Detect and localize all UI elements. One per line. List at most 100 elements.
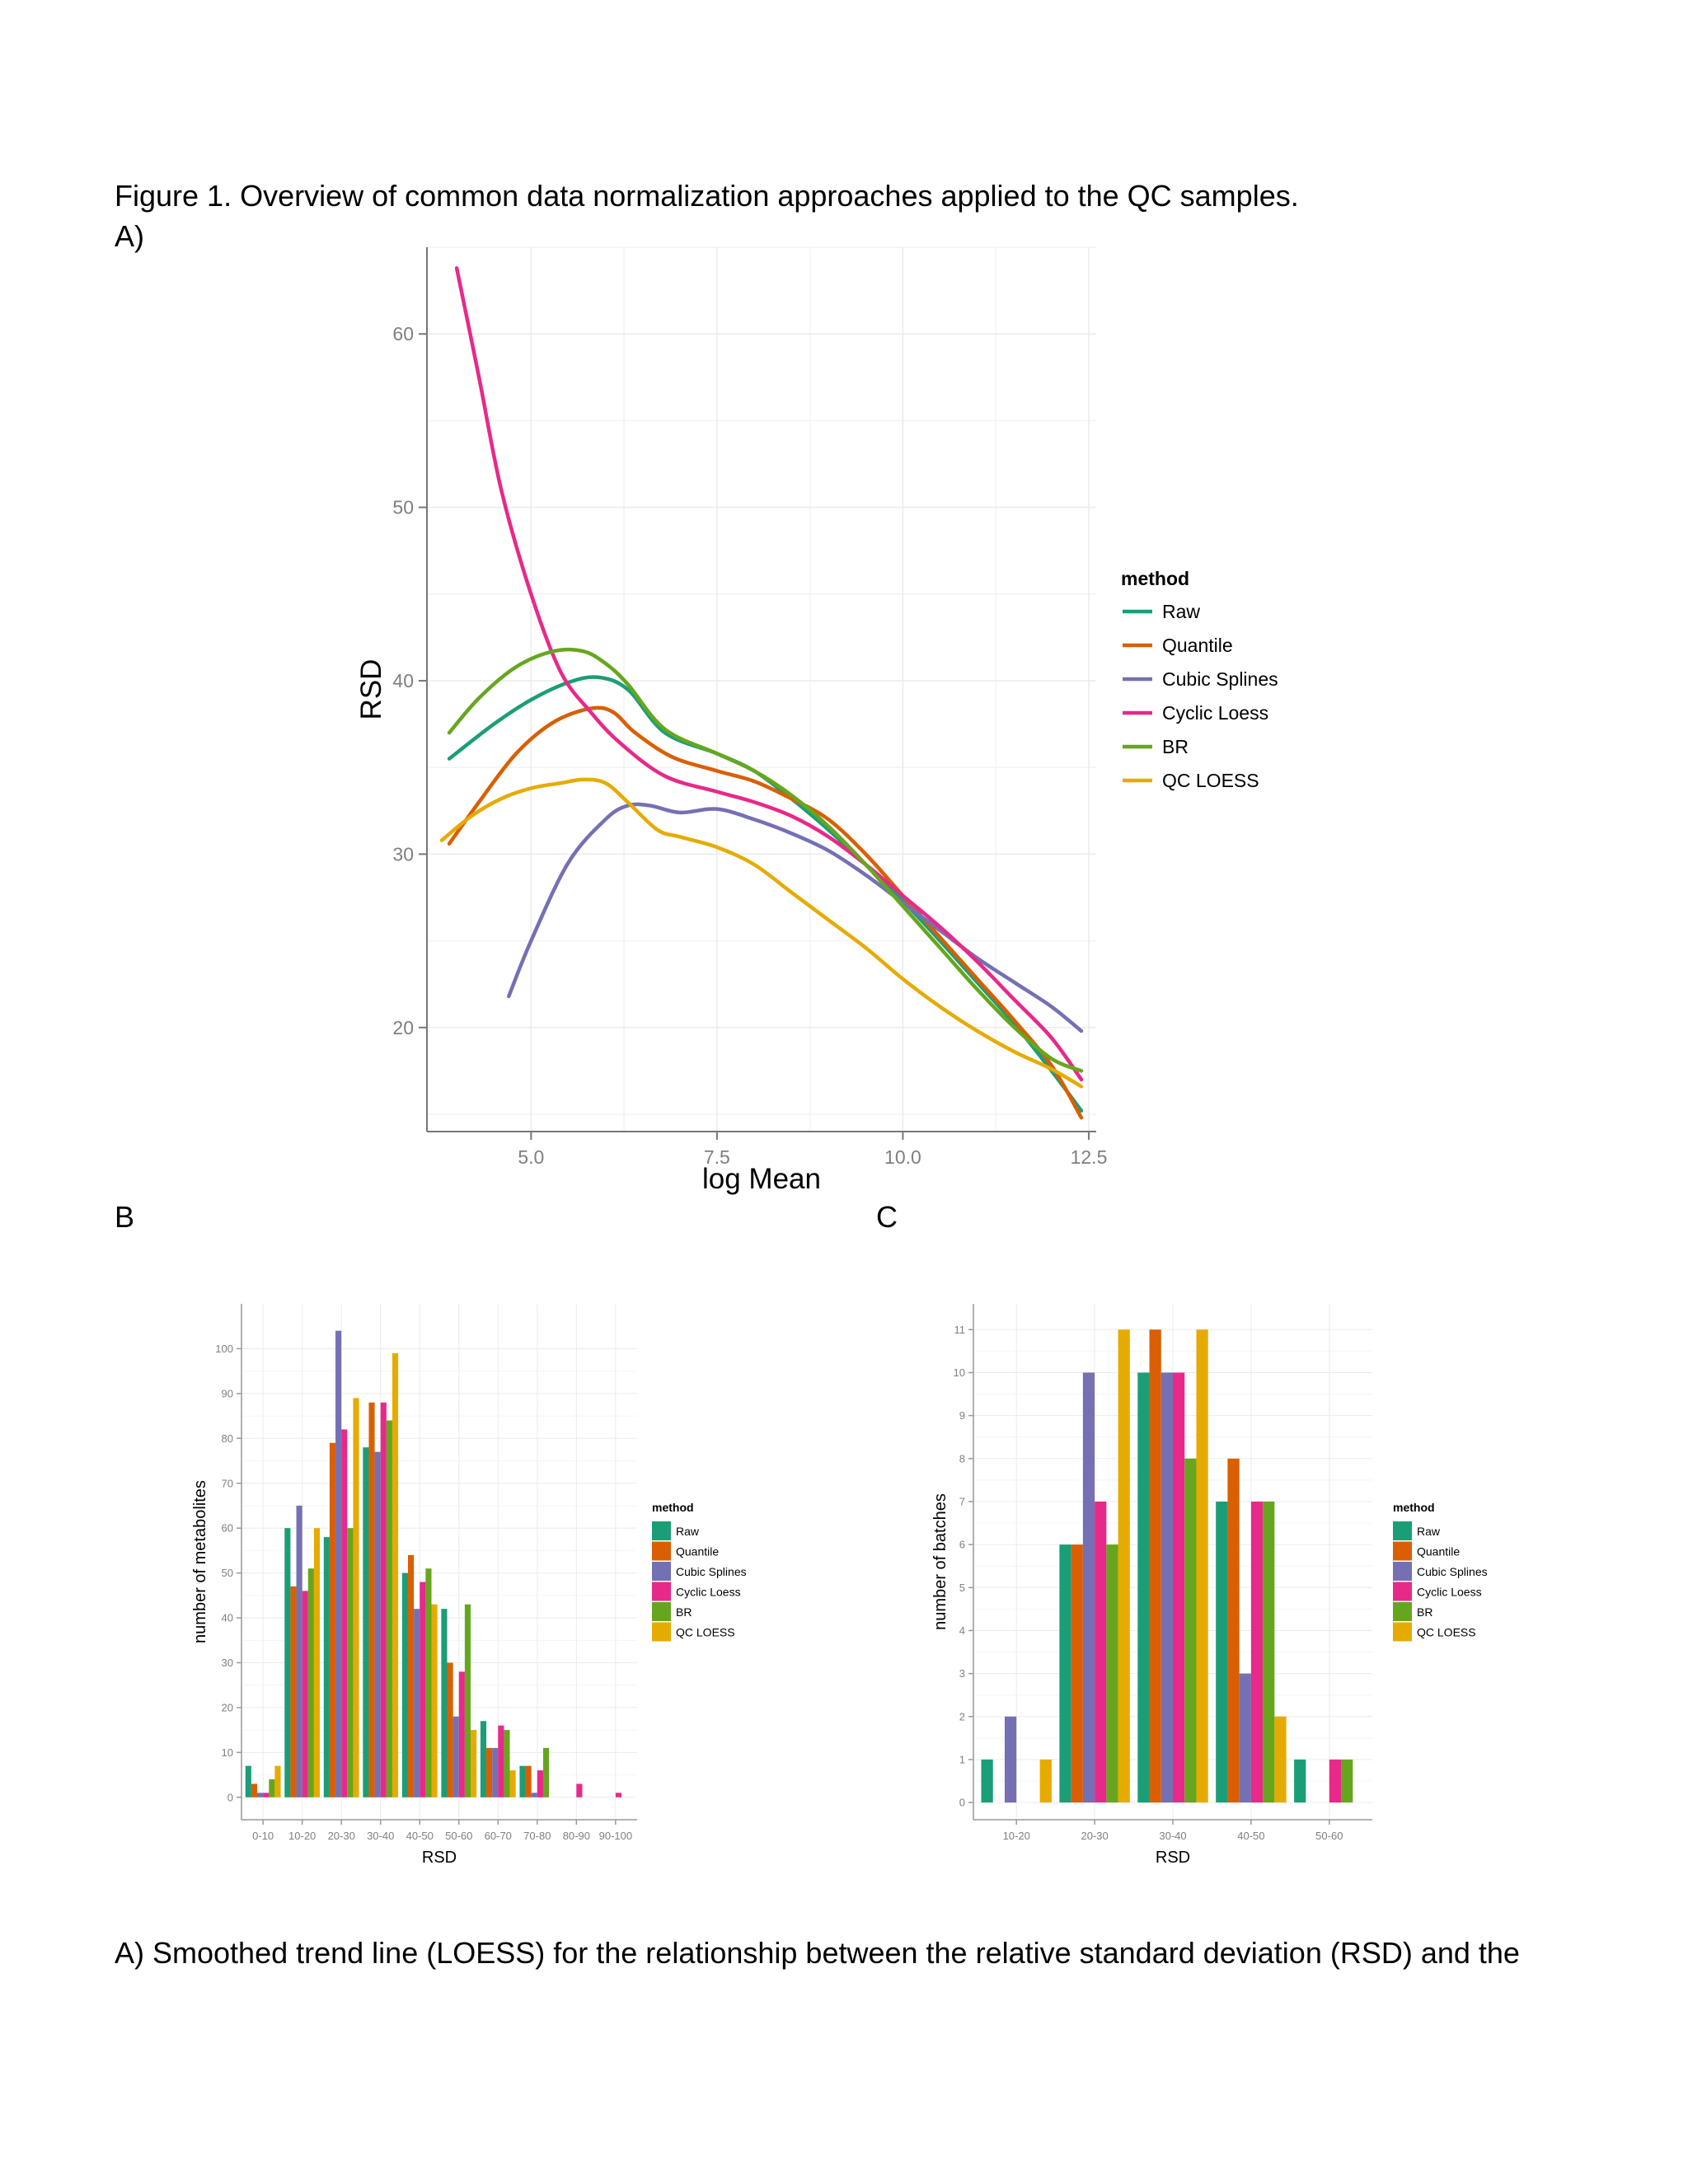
bar-cyclic-loess-80-90 xyxy=(576,1783,583,1797)
bar-cubic-splines-0-10 xyxy=(257,1793,264,1797)
y-axis-title: number of metabolites xyxy=(191,1480,209,1643)
y-tick-label: 1 xyxy=(959,1754,965,1766)
bar-br-70-80 xyxy=(542,1747,550,1797)
x-tick-label: 50-60 xyxy=(445,1830,472,1842)
legend-label-raw: Raw xyxy=(676,1525,700,1538)
legend-key-qc-loess xyxy=(652,1622,671,1642)
bar-raw-20-30 xyxy=(1059,1544,1071,1803)
bar-quantile-30-40 xyxy=(1149,1329,1161,1803)
y-tick-label: 30 xyxy=(392,843,414,865)
x-tick-label: 20-30 xyxy=(1081,1830,1108,1842)
x-tick-label: 20-30 xyxy=(328,1830,355,1842)
bar-br-10-20 xyxy=(307,1568,314,1797)
legend-label-raw: Raw xyxy=(1417,1525,1441,1538)
bar-quantile-40-50 xyxy=(407,1554,415,1797)
x-tick-label: 30-40 xyxy=(1159,1830,1186,1842)
bar-qc-loess-30-40 xyxy=(392,1352,399,1797)
x-axis-title: RSD xyxy=(1156,1849,1190,1867)
bar-cyclic-loess-30-40 xyxy=(380,1402,387,1797)
legend-label-cubic-splines: Cubic Splines xyxy=(1417,1565,1488,1578)
bar-quantile-30-40 xyxy=(368,1402,375,1797)
bar-qc-loess-10-20 xyxy=(313,1528,321,1797)
plot-background-a xyxy=(427,247,1096,1132)
legend-label-cubic-splines: Cubic Splines xyxy=(676,1565,747,1578)
x-tick-label: 10-20 xyxy=(1003,1830,1030,1842)
legend-label-qc-loess: QC LOESS xyxy=(1162,770,1259,791)
y-tick-label: 100 xyxy=(215,1343,233,1355)
x-tick-label: 7.5 xyxy=(704,1146,730,1168)
legend-key-cubic-splines xyxy=(1393,1562,1412,1581)
x-tick-label: 30-40 xyxy=(367,1830,394,1842)
y-tick-label: 0 xyxy=(227,1791,233,1803)
x-tick-label: 40-50 xyxy=(1237,1830,1264,1842)
x-axis-title: RSD xyxy=(422,1849,457,1867)
y-tick-label: 6 xyxy=(959,1539,965,1551)
legend-key-raw xyxy=(1393,1521,1412,1540)
bar-raw-60-70 xyxy=(480,1721,487,1797)
legend-key-cyclic-loess xyxy=(652,1582,671,1601)
panel-label-b: B xyxy=(115,1200,135,1234)
bar-qc-loess-10-20 xyxy=(1039,1759,1052,1803)
bar-br-40-50 xyxy=(425,1568,432,1797)
legend-title-a: method xyxy=(1121,568,1189,589)
bar-qc-loess-50-60 xyxy=(471,1730,477,1797)
y-tick-label: 5 xyxy=(959,1582,965,1594)
y-tick-label: 50 xyxy=(392,497,414,518)
bar-quantile-70-80 xyxy=(525,1765,532,1797)
bar-br-50-60 xyxy=(1341,1759,1353,1803)
y-tick-label: 0 xyxy=(959,1797,965,1809)
bar-cubic-splines-50-60 xyxy=(452,1716,459,1797)
bar-cubic-splines-10-20 xyxy=(1004,1716,1017,1803)
x-axis-title: log Mean xyxy=(702,1163,821,1195)
y-tick-label: 10 xyxy=(222,1746,233,1759)
legend-label-raw: Raw xyxy=(1162,601,1200,622)
y-tick-label: 4 xyxy=(959,1624,965,1637)
bar-cyclic-loess-50-60 xyxy=(1329,1759,1342,1803)
bar-raw-0-10 xyxy=(245,1765,251,1797)
legend-key-quantile xyxy=(652,1541,671,1561)
legend-title-b: method xyxy=(652,1501,694,1514)
bar-cubic-splines-20-30 xyxy=(1082,1372,1095,1803)
x-tick-label: 10-20 xyxy=(288,1830,316,1842)
x-tick-label: 10.0 xyxy=(884,1146,921,1168)
bar-cyclic-loess-50-60 xyxy=(458,1671,465,1797)
bar-cyclic-loess-20-30 xyxy=(1095,1501,1107,1803)
x-tick-label: 5.0 xyxy=(518,1146,544,1168)
bar-quantile-10-20 xyxy=(290,1586,297,1797)
legend-label-cubic-splines: Cubic Splines xyxy=(1162,668,1278,690)
y-tick-label: 90 xyxy=(222,1387,233,1399)
bar-cyclic-loess-10-20 xyxy=(302,1591,308,1797)
y-tick-label: 20 xyxy=(222,1701,233,1713)
bar-br-30-40 xyxy=(1184,1458,1197,1803)
bar-cubic-splines-40-50 xyxy=(1239,1673,1251,1803)
y-tick-label: 11 xyxy=(954,1324,966,1336)
bar-br-30-40 xyxy=(386,1420,392,1797)
legend-key-br xyxy=(1393,1602,1412,1621)
bar-cubic-splines-30-40 xyxy=(1160,1372,1173,1803)
legend-title-c: method xyxy=(1393,1501,1435,1514)
x-tick-label: 70-80 xyxy=(523,1830,551,1842)
y-tick-label: 2 xyxy=(959,1710,965,1722)
y-tick-label: 60 xyxy=(222,1522,233,1535)
legend-label-quantile: Quantile xyxy=(1417,1545,1460,1558)
bar-quantile-0-10 xyxy=(251,1783,258,1797)
y-tick-label: 70 xyxy=(222,1477,233,1489)
series-line-cubic-splines xyxy=(506,802,1084,1033)
legend-label-cyclic-loess: Cyclic Loess xyxy=(1417,1586,1482,1599)
legend-key-raw xyxy=(652,1521,671,1540)
bar-quantile-40-50 xyxy=(1227,1458,1240,1803)
legend-label-cyclic-loess: Cyclic Loess xyxy=(676,1586,741,1599)
bar-raw-70-80 xyxy=(519,1765,526,1797)
bar-quantile-50-60 xyxy=(447,1662,453,1797)
legend-key-cubic-splines xyxy=(652,1562,671,1581)
bar-cubic-splines-10-20 xyxy=(296,1505,302,1797)
bar-qc-loess-20-30 xyxy=(353,1398,359,1797)
bar-qc-loess-40-50 xyxy=(1274,1716,1287,1803)
bar-cyclic-loess-0-10 xyxy=(263,1793,270,1797)
bar-cubic-splines-30-40 xyxy=(374,1451,381,1797)
y-axis-title: number of batches xyxy=(931,1493,950,1630)
bar-raw-40-50 xyxy=(401,1572,408,1797)
bar-qc-loess-60-70 xyxy=(509,1770,516,1797)
